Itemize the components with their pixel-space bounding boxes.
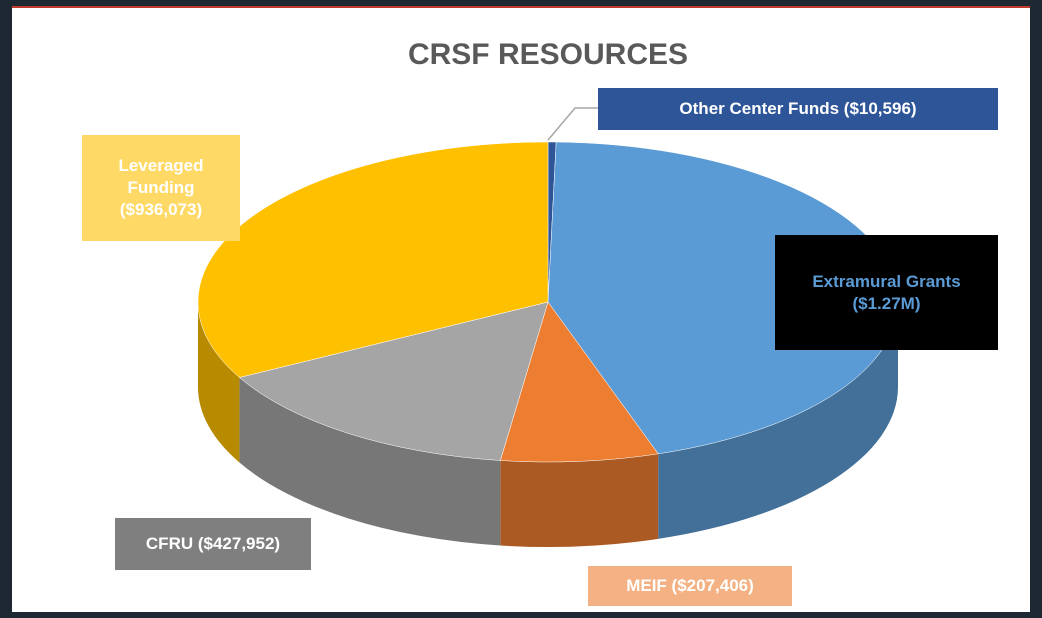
value-label: ($427,952) bbox=[197, 534, 281, 553]
slice-side bbox=[658, 302, 898, 539]
label-text: MEIF ($207,406) bbox=[626, 575, 754, 597]
value-label: ($207,406) bbox=[671, 576, 754, 595]
category-label: Extramural Grants bbox=[812, 271, 961, 291]
label-text: Leveraged Funding ($936,073) bbox=[104, 155, 218, 221]
data-label: CFRU ($427,952) bbox=[115, 518, 311, 570]
label-text: CFRU ($427,952) bbox=[146, 533, 280, 555]
chart-title: CRSF RESOURCES bbox=[408, 38, 688, 71]
value-label: ($10,596) bbox=[843, 99, 917, 118]
slice-side bbox=[239, 377, 501, 546]
data-label: MEIF ($207,406) bbox=[588, 566, 792, 606]
value-label: ($1.27M) bbox=[852, 293, 921, 313]
category-label: Leveraged Funding bbox=[118, 156, 204, 197]
category-label: CFRU bbox=[145, 534, 194, 553]
category-label: Other Center Funds bbox=[679, 99, 840, 118]
label-text: Other Center Funds ($10,596) bbox=[679, 98, 916, 120]
data-label: Extramural Grants ($1.27M) bbox=[775, 235, 998, 350]
slice bbox=[238, 301, 549, 461]
data-label: Other Center Funds ($10,596) bbox=[598, 88, 998, 130]
value-label: ($936,073) bbox=[119, 200, 203, 219]
slice-side bbox=[500, 453, 659, 547]
slice bbox=[197, 141, 549, 378]
data-label: Leveraged Funding ($936,073) bbox=[82, 135, 240, 241]
leader-line bbox=[547, 107, 598, 141]
slice bbox=[500, 301, 659, 463]
label-text: Extramural Grants ($1.27M) bbox=[783, 271, 990, 315]
category-label: MEIF bbox=[626, 576, 667, 595]
slice-side bbox=[198, 302, 240, 463]
